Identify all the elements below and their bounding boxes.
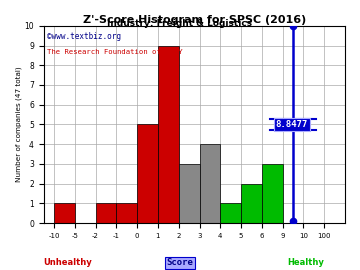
- Bar: [199, 144, 220, 223]
- Bar: [241, 184, 262, 223]
- Text: ©www.textbiz.org: ©www.textbiz.org: [47, 32, 121, 41]
- Title: Z'-Score Histogram for SPSC (2016): Z'-Score Histogram for SPSC (2016): [83, 15, 306, 25]
- Bar: [262, 164, 283, 223]
- Text: Unhealthy: Unhealthy: [43, 258, 92, 267]
- Bar: [116, 203, 137, 223]
- Bar: [137, 124, 158, 223]
- Bar: [158, 46, 179, 223]
- Bar: [220, 203, 241, 223]
- Text: 8.8477: 8.8477: [276, 120, 308, 129]
- Text: Healthy: Healthy: [287, 258, 324, 267]
- Text: The Research Foundation of SUNY: The Research Foundation of SUNY: [47, 49, 182, 55]
- Text: Industry: Freight & Logistics: Industry: Freight & Logistics: [107, 19, 253, 28]
- Bar: [96, 203, 116, 223]
- Bar: [179, 164, 199, 223]
- Text: Score: Score: [167, 258, 193, 267]
- Y-axis label: Number of companies (47 total): Number of companies (47 total): [15, 67, 22, 182]
- Bar: [54, 203, 75, 223]
